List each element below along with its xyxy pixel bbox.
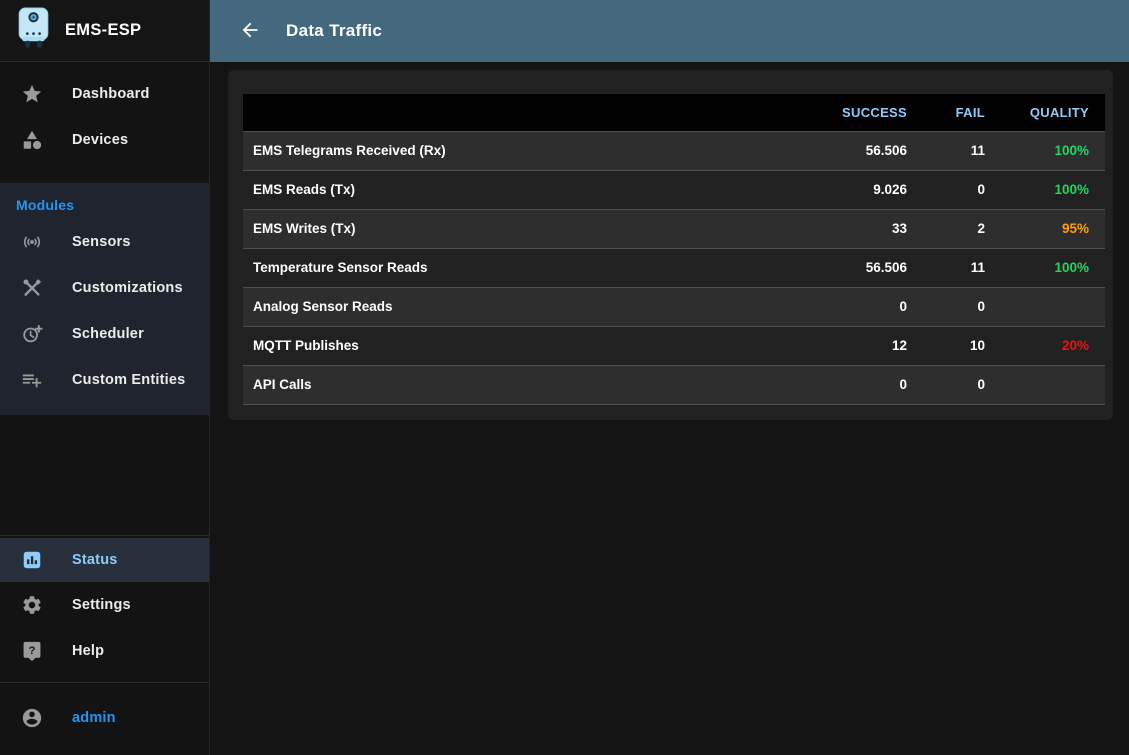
- data-traffic-card: SUCCESS FAIL QUALITY EMS Telegrams Recei…: [228, 70, 1113, 420]
- quality-value: 100%: [1001, 170, 1105, 210]
- table-row: MQTT Publishes 12 10 20%: [243, 326, 1105, 366]
- sidebar-item-admin[interactable]: admin: [0, 695, 209, 741]
- sidebar-item-settings[interactable]: Settings: [0, 582, 209, 628]
- table-row: EMS Telegrams Received (Rx) 56.506 11 100%: [243, 131, 1105, 171]
- sidebar-item-scheduler[interactable]: Scheduler: [0, 311, 209, 357]
- bar-chart-icon: [20, 548, 44, 572]
- quality-value: [1001, 287, 1105, 327]
- table-row: Analog Sensor Reads 0 0: [243, 287, 1105, 327]
- row-label: EMS Writes (Tx): [243, 209, 803, 249]
- column-header-fail: FAIL: [923, 94, 1001, 132]
- table-row: API Calls 0 0: [243, 365, 1105, 405]
- main-area: Data Traffic SUCCESS FAIL QUALITY: [210, 0, 1129, 755]
- sidebar-item-dashboard[interactable]: Dashboard: [0, 71, 209, 117]
- row-label: MQTT Publishes: [243, 326, 803, 366]
- sidebar-spacer: [0, 415, 209, 535]
- success-value: 0: [803, 287, 923, 327]
- sidebar-bottom-nav: Status Settings ? Help: [0, 535, 209, 682]
- success-value: 33: [803, 209, 923, 249]
- table-header-row: SUCCESS FAIL QUALITY: [243, 94, 1105, 132]
- fail-value: 11: [923, 131, 1001, 171]
- sidebar-item-customizations[interactable]: Customizations: [0, 265, 209, 311]
- content-area: SUCCESS FAIL QUALITY EMS Telegrams Recei…: [210, 62, 1129, 755]
- sidebar-item-label: Devices: [72, 132, 129, 148]
- sidebar-item-label: Status: [72, 552, 118, 568]
- sidebar-item-label: Customizations: [72, 280, 183, 296]
- category-shapes-icon: [20, 128, 44, 152]
- fail-value: 0: [923, 287, 1001, 327]
- boiler-logo-icon: [16, 7, 51, 55]
- sidebar-item-label: Help: [72, 643, 105, 659]
- fail-value: 10: [923, 326, 1001, 366]
- modules-section-title: Modules: [16, 197, 75, 213]
- sidebar-user-label: admin: [72, 710, 116, 726]
- star-icon: [20, 82, 44, 106]
- arrow-back-icon: [239, 19, 261, 44]
- row-label: EMS Reads (Tx): [243, 170, 803, 210]
- account-circle-icon: [20, 706, 44, 730]
- sidebar-item-label: Dashboard: [72, 86, 150, 102]
- row-label: API Calls: [243, 365, 803, 405]
- playlist-add-icon: [20, 368, 44, 392]
- sidebar-item-sensors[interactable]: Sensors: [0, 219, 209, 265]
- traffic-table: SUCCESS FAIL QUALITY EMS Telegrams Recei…: [243, 94, 1105, 405]
- sidebar-item-status[interactable]: Status: [0, 538, 209, 582]
- sidebar-item-label: Scheduler: [72, 326, 144, 342]
- traffic-table-body: EMS Telegrams Received (Rx) 56.506 11 100% E…: [243, 131, 1105, 405]
- success-value: 12: [803, 326, 923, 366]
- fail-value: 2: [923, 209, 1001, 249]
- antenna-waves-icon: [20, 230, 44, 254]
- sidebar-item-custom-entities[interactable]: Custom Entities: [0, 357, 209, 403]
- success-value: 0: [803, 365, 923, 405]
- quality-value: 95%: [1001, 209, 1105, 249]
- row-label: Temperature Sensor Reads: [243, 248, 803, 288]
- sidebar-item-label: Custom Entities: [72, 372, 186, 388]
- row-label: EMS Telegrams Received (Rx): [243, 131, 803, 171]
- back-button[interactable]: [234, 15, 266, 47]
- quality-value: 100%: [1001, 248, 1105, 288]
- quality-value: 20%: [1001, 326, 1105, 366]
- sidebar-main-nav: Dashboard Devices: [0, 62, 209, 173]
- appbar: Data Traffic: [210, 0, 1129, 62]
- fail-value: 0: [923, 365, 1001, 405]
- clock-plus-icon: [20, 322, 44, 346]
- sidebar-item-help[interactable]: ? Help: [0, 628, 209, 674]
- table-row: EMS Reads (Tx) 9.026 0 100%: [243, 170, 1105, 210]
- sidebar-header: EMS-ESP: [0, 0, 209, 62]
- svg-text:?: ?: [29, 645, 36, 657]
- sidebar-user-block: admin: [0, 682, 209, 755]
- page-title: Data Traffic: [286, 21, 383, 40]
- sidebar-item-label: Sensors: [72, 234, 131, 250]
- quality-value: [1001, 365, 1105, 405]
- column-header-quality: QUALITY: [1001, 94, 1105, 132]
- column-header-success: SUCCESS: [803, 94, 923, 132]
- success-value: 56.506: [803, 131, 923, 171]
- success-value: 9.026: [803, 170, 923, 210]
- success-value: 56.506: [803, 248, 923, 288]
- app-title: EMS-ESP: [65, 21, 142, 39]
- sidebar: EMS-ESP Dashboard Devices: [0, 0, 210, 755]
- sidebar-item-devices[interactable]: Devices: [0, 117, 209, 163]
- row-label: Analog Sensor Reads: [243, 287, 803, 327]
- table-row: Temperature Sensor Reads 56.506 11 100%: [243, 248, 1105, 288]
- fail-value: 0: [923, 170, 1001, 210]
- sidebar-modules-section: Modules Sensors: [0, 183, 209, 415]
- fail-value: 11: [923, 248, 1001, 288]
- help-bubble-icon: ?: [20, 639, 44, 663]
- tools-icon: [20, 276, 44, 300]
- sidebar-item-label: Settings: [72, 597, 131, 613]
- quality-value: 100%: [1001, 131, 1105, 171]
- gear-icon: [20, 593, 44, 617]
- table-row: EMS Writes (Tx) 33 2 95%: [243, 209, 1105, 249]
- column-header-label: [243, 94, 803, 132]
